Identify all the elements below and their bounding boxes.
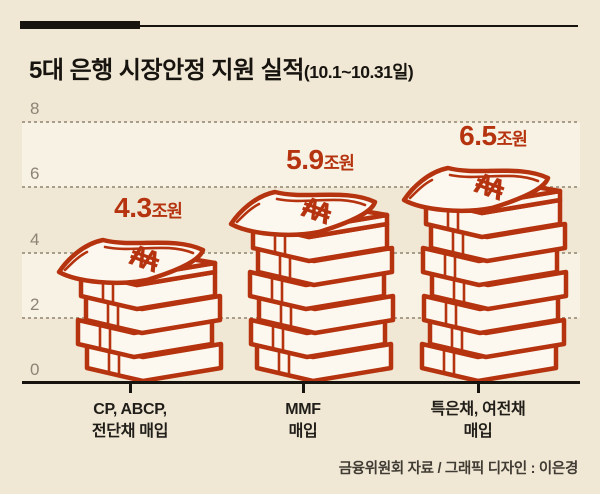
y-axis-tick-label: 4 bbox=[30, 229, 40, 249]
title-date-range: (10.1~10.31일) bbox=[303, 62, 414, 82]
x-axis-tick bbox=[477, 384, 480, 393]
x-axis-category-line: 매입 bbox=[288, 423, 318, 440]
bar-value-label: 6.5조원 bbox=[398, 120, 588, 152]
bar-value-label: 5.9조원 bbox=[225, 144, 415, 176]
value-number: 5.9 bbox=[286, 144, 324, 175]
money-stack-illustration: ₩ bbox=[53, 232, 235, 389]
bar-value-label: 4.3조원 bbox=[53, 192, 243, 224]
header-rule-thin bbox=[20, 25, 578, 27]
page-title: 5대 은행 시장안정 지원 실적(10.1~10.31일) bbox=[29, 50, 589, 85]
money-stack-illustration: ₩ bbox=[225, 184, 407, 389]
y-axis-tick-label: 0 bbox=[30, 360, 40, 379]
y-axis-tick-label: 2 bbox=[30, 294, 40, 314]
value-number: 6.5 bbox=[459, 120, 497, 151]
x-axis-category-line: CP, ABCP, bbox=[93, 401, 167, 418]
value-unit: 조원 bbox=[496, 129, 528, 149]
y-axis-tick-label: 8 bbox=[30, 99, 40, 118]
x-axis-category-line: 매입 bbox=[463, 423, 493, 440]
y-axis-tick-label: 6 bbox=[30, 164, 40, 184]
x-axis-line bbox=[22, 381, 580, 384]
x-axis-category-label: CP, ABCP, 전단채 매입 bbox=[35, 399, 225, 443]
grid-line bbox=[22, 121, 580, 123]
header-rule-thick bbox=[20, 21, 140, 29]
grid-line bbox=[22, 186, 580, 189]
x-axis-category-line: 특은채, 여전채 bbox=[430, 401, 526, 418]
value-number: 4.3 bbox=[114, 192, 152, 223]
x-axis-category-label: MMF 매입 bbox=[208, 399, 398, 443]
x-axis-tick bbox=[129, 384, 132, 393]
source-credit: 금융위원회 자료 / 그래픽 디자인 : 이은경 bbox=[338, 461, 579, 477]
money-stack-illustration: ₩ bbox=[398, 160, 580, 389]
x-axis-category-line: MMF bbox=[285, 401, 321, 418]
x-axis-tick bbox=[302, 384, 305, 393]
value-unit: 조원 bbox=[323, 153, 355, 173]
value-unit: 조원 bbox=[151, 201, 183, 221]
title-main: 5대 은행 시장안정 지원 실적 bbox=[29, 57, 304, 84]
x-axis-category-line: 전단채 매입 bbox=[91, 423, 169, 440]
